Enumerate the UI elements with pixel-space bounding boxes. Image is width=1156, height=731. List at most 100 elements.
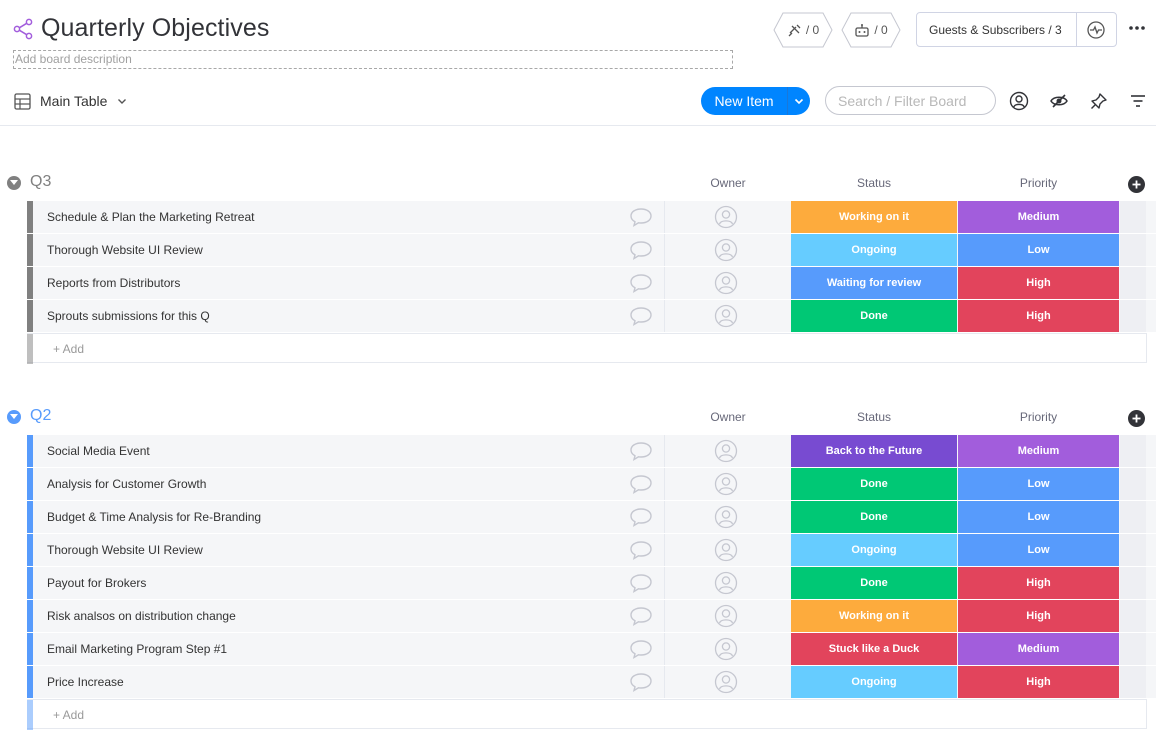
conversation-icon[interactable] bbox=[629, 606, 653, 626]
priority-cell[interactable]: Low bbox=[958, 468, 1119, 500]
table-row[interactable]: Social Media Event Back to the Future Medi… bbox=[27, 435, 1156, 467]
conversation-icon[interactable] bbox=[629, 507, 653, 527]
table-row[interactable]: Thorough Website UI Review Ongoing Low bbox=[27, 534, 1156, 566]
priority-cell[interactable]: Low bbox=[958, 534, 1119, 566]
status-cell[interactable]: Ongoing bbox=[791, 666, 957, 698]
group-collapse-toggle[interactable] bbox=[7, 410, 21, 424]
status-cell[interactable]: Ongoing bbox=[791, 234, 957, 266]
table-row[interactable]: Thorough Website UI Review Ongoing Low bbox=[27, 234, 1156, 266]
item-name[interactable]: Thorough Website UI Review bbox=[47, 543, 203, 557]
view-selector[interactable]: Main Table bbox=[14, 90, 127, 112]
table-row[interactable]: Risk analsos on distribution change Worki… bbox=[27, 600, 1156, 632]
status-cell[interactable]: Working on it bbox=[791, 600, 957, 632]
table-row[interactable]: Payout for Brokers Done High bbox=[27, 567, 1156, 599]
share-icon[interactable] bbox=[13, 18, 33, 40]
add-item-input[interactable]: + Add bbox=[53, 342, 85, 356]
conversation-icon[interactable] bbox=[629, 240, 653, 260]
conversation-icon[interactable] bbox=[629, 672, 653, 692]
status-cell[interactable]: Done bbox=[791, 567, 957, 599]
column-header-status[interactable]: Status bbox=[856, 410, 892, 424]
owner-avatar-icon[interactable] bbox=[714, 670, 738, 694]
owner-avatar-icon[interactable] bbox=[714, 505, 738, 529]
priority-cell[interactable]: High bbox=[958, 666, 1119, 698]
owner-avatar-icon[interactable] bbox=[714, 604, 738, 628]
status-cell[interactable]: Done bbox=[791, 501, 957, 533]
status-cell[interactable]: Waiting for review bbox=[791, 267, 957, 299]
table-row[interactable]: Schedule & Plan the Marketing Retreat Wor… bbox=[27, 201, 1156, 233]
priority-cell[interactable]: Medium bbox=[958, 435, 1119, 467]
conversation-icon[interactable] bbox=[629, 306, 653, 326]
item-name[interactable]: Reports from Distributors bbox=[47, 276, 181, 290]
conversation-icon[interactable] bbox=[629, 273, 653, 293]
column-header-priority[interactable]: Priority bbox=[1019, 410, 1058, 424]
owner-avatar-icon[interactable] bbox=[714, 304, 738, 328]
item-name[interactable]: Schedule & Plan the Marketing Retreat bbox=[47, 210, 255, 224]
new-item-button[interactable]: New Item bbox=[714, 93, 774, 109]
search-input[interactable] bbox=[825, 86, 996, 115]
add-column-button[interactable] bbox=[1128, 176, 1145, 193]
owner-avatar-icon[interactable] bbox=[714, 271, 738, 295]
conversation-icon[interactable] bbox=[629, 639, 653, 659]
table-row[interactable]: Budget & Time Analysis for Re-Branding Do… bbox=[27, 501, 1156, 533]
status-cell[interactable]: Ongoing bbox=[791, 534, 957, 566]
board-description-field[interactable]: Add board description bbox=[13, 50, 733, 69]
priority-cell[interactable]: Medium bbox=[958, 633, 1119, 665]
add-column-button[interactable] bbox=[1128, 410, 1145, 427]
priority-cell[interactable]: High bbox=[958, 300, 1119, 332]
conversation-icon[interactable] bbox=[629, 540, 653, 560]
status-cell[interactable]: Stuck like a Duck bbox=[791, 633, 957, 665]
more-options-icon[interactable] bbox=[1127, 20, 1147, 36]
group-title[interactable]: Q3 bbox=[30, 173, 52, 190]
automations-button[interactable]: / 0 bbox=[841, 12, 901, 48]
item-name[interactable]: Sprouts submissions for this Q bbox=[47, 309, 210, 323]
add-item-input[interactable]: + Add bbox=[53, 708, 85, 722]
priority-cell[interactable]: High bbox=[958, 600, 1119, 632]
eye-hide-icon[interactable] bbox=[1049, 91, 1069, 111]
integrations-button[interactable]: / 0 bbox=[773, 12, 833, 48]
table-row[interactable]: Email Marketing Program Step #1 Stuck lik… bbox=[27, 633, 1156, 665]
item-name[interactable]: Email Marketing Program Step #1 bbox=[47, 642, 228, 656]
item-name[interactable]: Risk analsos on distribution change bbox=[47, 609, 236, 623]
priority-cell[interactable]: Low bbox=[958, 501, 1119, 533]
item-name[interactable]: Budget & Time Analysis for Re-Branding bbox=[47, 510, 262, 524]
pin-icon[interactable] bbox=[1089, 91, 1109, 111]
priority-cell[interactable]: Low bbox=[958, 234, 1119, 266]
status-cell[interactable]: Working on it bbox=[791, 201, 957, 233]
table-row[interactable]: Price Increase Ongoing High bbox=[27, 666, 1156, 698]
owner-avatar-icon[interactable] bbox=[714, 439, 738, 463]
item-name[interactable]: Payout for Brokers bbox=[47, 576, 147, 590]
item-name[interactable]: Price Increase bbox=[47, 675, 124, 689]
item-name[interactable]: Thorough Website UI Review bbox=[47, 243, 203, 257]
person-filter-icon[interactable] bbox=[1009, 91, 1029, 111]
conversation-icon[interactable] bbox=[629, 441, 653, 461]
priority-cell[interactable]: Medium bbox=[958, 201, 1119, 233]
conversation-icon[interactable] bbox=[629, 573, 653, 593]
board-title[interactable]: Quarterly Objectives bbox=[41, 14, 270, 42]
owner-avatar-icon[interactable] bbox=[714, 472, 738, 496]
owner-avatar-icon[interactable] bbox=[714, 571, 738, 595]
table-row[interactable]: Analysis for Customer Growth Done Low bbox=[27, 468, 1156, 500]
status-cell[interactable]: Done bbox=[791, 300, 957, 332]
status-cell[interactable]: Back to the Future bbox=[791, 435, 957, 467]
owner-avatar-icon[interactable] bbox=[714, 538, 738, 562]
owner-avatar-icon[interactable] bbox=[714, 637, 738, 661]
item-name[interactable]: Social Media Event bbox=[47, 444, 150, 458]
column-header-status[interactable]: Status bbox=[856, 176, 892, 190]
activity-icon[interactable] bbox=[1086, 20, 1106, 40]
priority-cell[interactable]: High bbox=[958, 267, 1119, 299]
column-header-priority[interactable]: Priority bbox=[1019, 176, 1058, 190]
guests-subscribers-button[interactable]: Guests & Subscribers / 3 bbox=[929, 22, 1062, 37]
status-cell[interactable]: Done bbox=[791, 468, 957, 500]
table-row[interactable]: Reports from Distributors Waiting for rev… bbox=[27, 267, 1156, 299]
group-title[interactable]: Q2 bbox=[30, 407, 52, 424]
conversation-icon[interactable] bbox=[629, 474, 653, 494]
owner-avatar-icon[interactable] bbox=[714, 238, 738, 262]
column-header-owner[interactable]: Owner bbox=[710, 176, 746, 190]
column-header-owner[interactable]: Owner bbox=[710, 410, 746, 424]
conversation-icon[interactable] bbox=[629, 207, 653, 227]
new-item-dropdown[interactable] bbox=[788, 87, 810, 115]
item-name[interactable]: Analysis for Customer Growth bbox=[47, 477, 207, 491]
table-row[interactable]: Sprouts submissions for this Q Done High bbox=[27, 300, 1156, 332]
group-collapse-toggle[interactable] bbox=[7, 176, 21, 190]
filter-icon[interactable] bbox=[1128, 91, 1148, 111]
